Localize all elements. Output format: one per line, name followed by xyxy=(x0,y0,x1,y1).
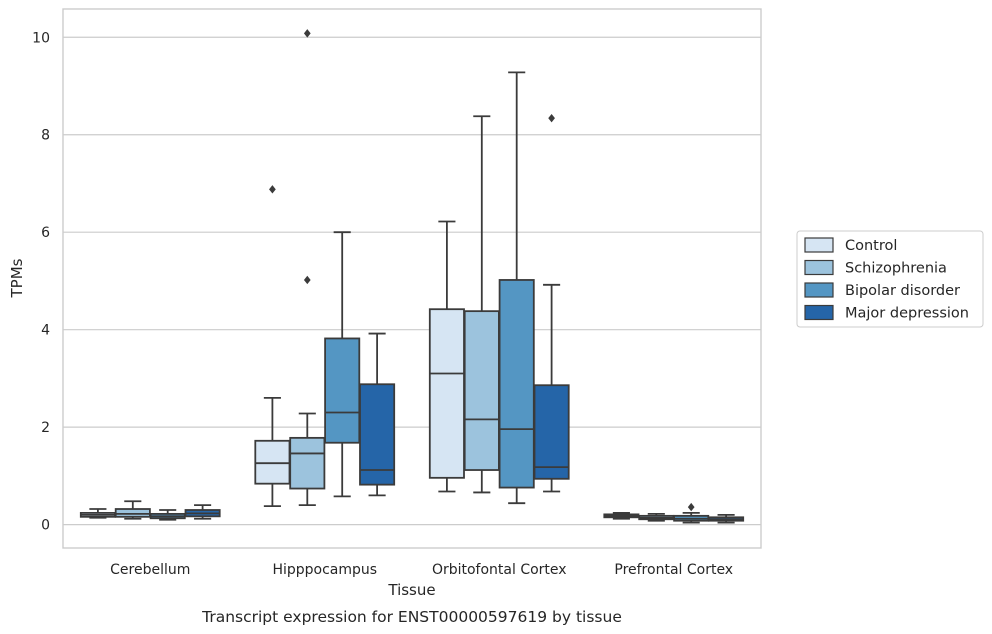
outlier-marker xyxy=(269,185,276,194)
y-axis-label: TPMs xyxy=(8,258,26,298)
box-2-2 xyxy=(498,71,535,505)
y-tick-label-0: 0 xyxy=(41,518,50,534)
box-iqr xyxy=(254,439,291,485)
y-tick-label-10: 10 xyxy=(32,30,50,46)
box-3-3 xyxy=(708,513,745,524)
box-iqr xyxy=(324,337,361,444)
y-tick-label-4: 4 xyxy=(41,323,50,339)
box-0-0 xyxy=(79,508,116,519)
box-iqr xyxy=(289,436,326,490)
box-iqr xyxy=(533,384,570,480)
legend-item-2: Bipolar disorder xyxy=(804,282,960,299)
outlier-marker xyxy=(303,275,311,285)
chart-caption: Transcript expression for ENST0000059761… xyxy=(201,608,622,626)
legend-frame xyxy=(796,230,984,328)
legend: Control Schizophrenia Bipolar disorder Majo… xyxy=(796,230,984,328)
legend-swatch xyxy=(804,304,834,321)
plot-frame xyxy=(62,8,762,549)
box-iqr xyxy=(498,279,535,489)
box-3-0 xyxy=(603,512,640,520)
x-tick-label-1: Hipppocampus xyxy=(272,562,377,578)
box-0-2 xyxy=(149,509,186,521)
box-iqr xyxy=(428,308,465,479)
box-1-3 xyxy=(359,332,396,497)
legend-label: Schizophrenia xyxy=(845,261,947,277)
x-axis-label: Tissue xyxy=(387,581,435,599)
grid-lines xyxy=(63,36,761,526)
legend-label: Major depression xyxy=(845,306,969,322)
legend-label: Control xyxy=(845,238,897,254)
box-0-3 xyxy=(184,504,221,520)
x-tick-labels: Cerebellum Hipppocampus Orbitofontal Corte… xyxy=(110,562,733,578)
box-1-1 xyxy=(289,29,326,507)
outlier-marker xyxy=(303,29,311,38)
legend-swatch xyxy=(804,237,834,253)
outlier-marker xyxy=(687,502,695,512)
x-tick-label-0: Cerebellum xyxy=(110,562,190,578)
y-tick-label-2: 2 xyxy=(41,420,50,436)
x-tick-label-3: Prefrontal Cortex xyxy=(614,562,733,578)
box-3-2 xyxy=(673,502,710,524)
legend-item-0: Control xyxy=(804,237,897,254)
x-tick-label-2: Orbitofontal Cortex xyxy=(432,562,567,578)
box-1-0 xyxy=(254,185,291,507)
y-tick-label-8: 8 xyxy=(41,128,50,144)
box-3-1 xyxy=(638,512,675,522)
box-iqr xyxy=(463,310,500,471)
y-tick-labels: 0 2 4 6 8 10 xyxy=(32,30,50,533)
legend-swatch xyxy=(804,282,834,298)
outlier-marker xyxy=(548,113,555,123)
box-iqr xyxy=(359,383,396,486)
legend-item-3: Major depression xyxy=(804,304,969,322)
legend-label: Bipolar disorder xyxy=(845,283,960,299)
y-tick-label-6: 6 xyxy=(41,225,50,241)
box-0-1 xyxy=(114,500,151,520)
box-2-1 xyxy=(463,115,500,494)
box-1-2 xyxy=(324,231,361,498)
legend-swatch xyxy=(804,259,834,276)
legend-item-1: Schizophrenia xyxy=(804,259,947,277)
boxes-layer xyxy=(79,29,745,524)
box-2-3 xyxy=(533,113,570,493)
box-iqr xyxy=(114,508,151,518)
box-2-0 xyxy=(428,220,465,493)
